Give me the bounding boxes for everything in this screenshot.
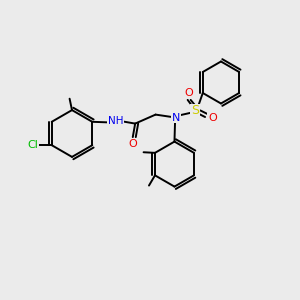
Text: Cl: Cl — [27, 140, 38, 150]
Text: N: N — [172, 112, 180, 123]
Text: S: S — [191, 104, 200, 118]
Text: O: O — [184, 88, 193, 98]
Text: NH: NH — [108, 116, 123, 126]
Text: O: O — [208, 112, 217, 123]
Text: O: O — [128, 139, 137, 149]
